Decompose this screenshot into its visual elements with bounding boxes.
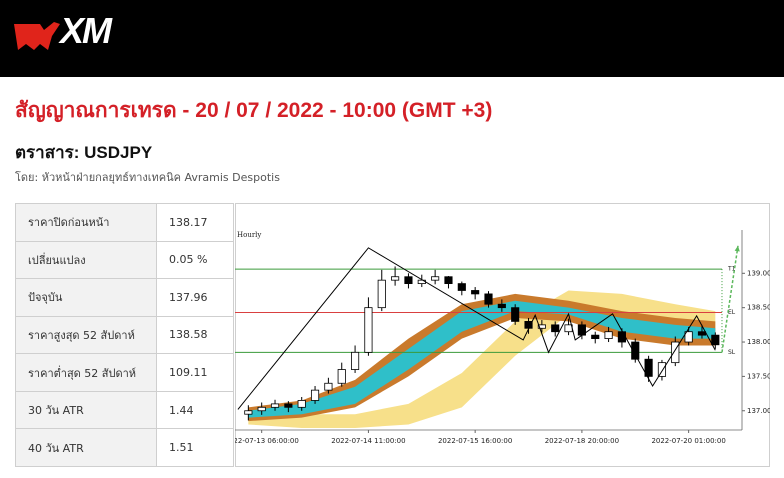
target-arrow (721, 245, 739, 353)
stats-table: ราคาปิดก่อนหน้า 138.17 เปลี่ยนแปลง 0.05 % ปั… (15, 203, 234, 467)
x-tick-label: 2022-07-13 06:00:00 (235, 437, 299, 445)
candle-body (484, 293, 493, 305)
table-row: ปัจจุบัน 137.96 (15, 278, 234, 317)
candle-body (697, 331, 707, 336)
candle-body (444, 276, 453, 285)
y-tick-label: 139.00 (747, 269, 770, 277)
x-tick-label: 2022-07-18 20:00:00 (545, 437, 619, 445)
candle-body (684, 331, 693, 343)
row-label: เปลี่ยนแปลง (15, 240, 157, 280)
indicator-band (248, 300, 716, 418)
row-label: ราคาสูงสุด 52 สัปดาห์ (15, 315, 157, 355)
y-tick-label: 137.50 (747, 372, 770, 380)
row-label: 30 วัน ATR (15, 390, 157, 430)
candle-body (377, 279, 386, 309)
candle-body (257, 406, 266, 412)
candle-body (604, 331, 613, 339)
author: โดย: หัวหน้าฝ่ายกลยุทธ์ทางเทคนิค Avramis… (15, 171, 280, 184)
y-tick-label: 138.50 (747, 304, 770, 312)
candle-body (244, 410, 253, 415)
row-value: 1.44 (156, 390, 234, 430)
candle-body (364, 307, 373, 353)
table-row: ราคาปิดก่อนหน้า 138.17 (15, 203, 234, 242)
candle-body (551, 324, 560, 333)
row-value: 1.51 (156, 428, 234, 467)
candle-body (617, 331, 626, 343)
candle-body (404, 276, 413, 285)
indicator-band (248, 290, 716, 428)
x-tick-label: 2022-07-20 01:00:00 (651, 437, 725, 445)
row-label: ราคาปิดก่อนหน้า (15, 203, 157, 242)
candle-body (644, 358, 653, 377)
table-row: 30 วัน ATR 1.44 (15, 390, 234, 430)
candle-body (657, 362, 667, 377)
candle-body (431, 276, 440, 281)
candle-body (711, 334, 720, 346)
candle-body (324, 382, 333, 391)
logo-text[interactable]: XM (60, 10, 112, 51)
candle-body (457, 283, 466, 291)
row-value: 0.05 % (156, 240, 234, 280)
logo-shape (14, 22, 60, 50)
chart-label: Hourly (237, 231, 261, 239)
level-label: EL (728, 309, 736, 316)
y-tick-label: 137.00 (747, 407, 770, 415)
candle-body (351, 351, 360, 370)
row-label: 40 วัน ATR (15, 428, 157, 467)
candle-body (537, 324, 546, 329)
candle-body (511, 307, 520, 322)
arrow-head (734, 245, 740, 252)
instrument: ตราสาร: USDJPY (15, 143, 153, 162)
page-title: สัญญาณการเทรด - 20 / 07 / 2022 - 10:00 (… (15, 99, 493, 122)
candle-body (297, 400, 306, 408)
table-row: เปลี่ยนแปลง 0.05 % (15, 240, 234, 280)
level-label: T1 (727, 266, 736, 273)
zigzag-line (237, 247, 716, 410)
candle-body (671, 341, 680, 364)
candle-body (471, 290, 480, 295)
table-row: 40 วัน ATR 1.51 (15, 428, 234, 467)
site-header: XM (0, 0, 784, 77)
level-label: SL (728, 349, 736, 356)
x-tick-label: 2022-07-15 16:00:00 (438, 437, 512, 445)
row-value: 137.96 (156, 278, 234, 317)
candle-body (591, 334, 600, 339)
candle-body (270, 403, 280, 408)
candle-body (524, 321, 533, 329)
x-tick-label: 2022-07-14 11:00:00 (331, 437, 405, 445)
row-value: 138.17 (156, 203, 234, 242)
candle-body (310, 389, 320, 401)
candle-body (391, 276, 400, 281)
candle-body (631, 341, 640, 360)
candle-body (337, 369, 346, 384)
candle-body (284, 403, 293, 408)
chart: Hourly T1 EL SL 137.00 137.50 138.00 138.50 139.… (235, 203, 770, 467)
row-label: ราคาต่ำสุด 52 สัปดาห์ (15, 353, 157, 392)
logo-icon (14, 22, 60, 50)
y-tick-label: 138.00 (747, 338, 770, 346)
candle-body (497, 303, 506, 309)
row-value: 109.11 (156, 353, 234, 392)
row-label: ปัจจุบัน (15, 278, 157, 317)
table-row: ราคาสูงสุด 52 สัปดาห์ 138.58 (15, 315, 234, 355)
table-row: ราคาต่ำสุด 52 สัปดาห์ 109.11 (15, 353, 234, 392)
row-value: 138.58 (156, 315, 234, 355)
